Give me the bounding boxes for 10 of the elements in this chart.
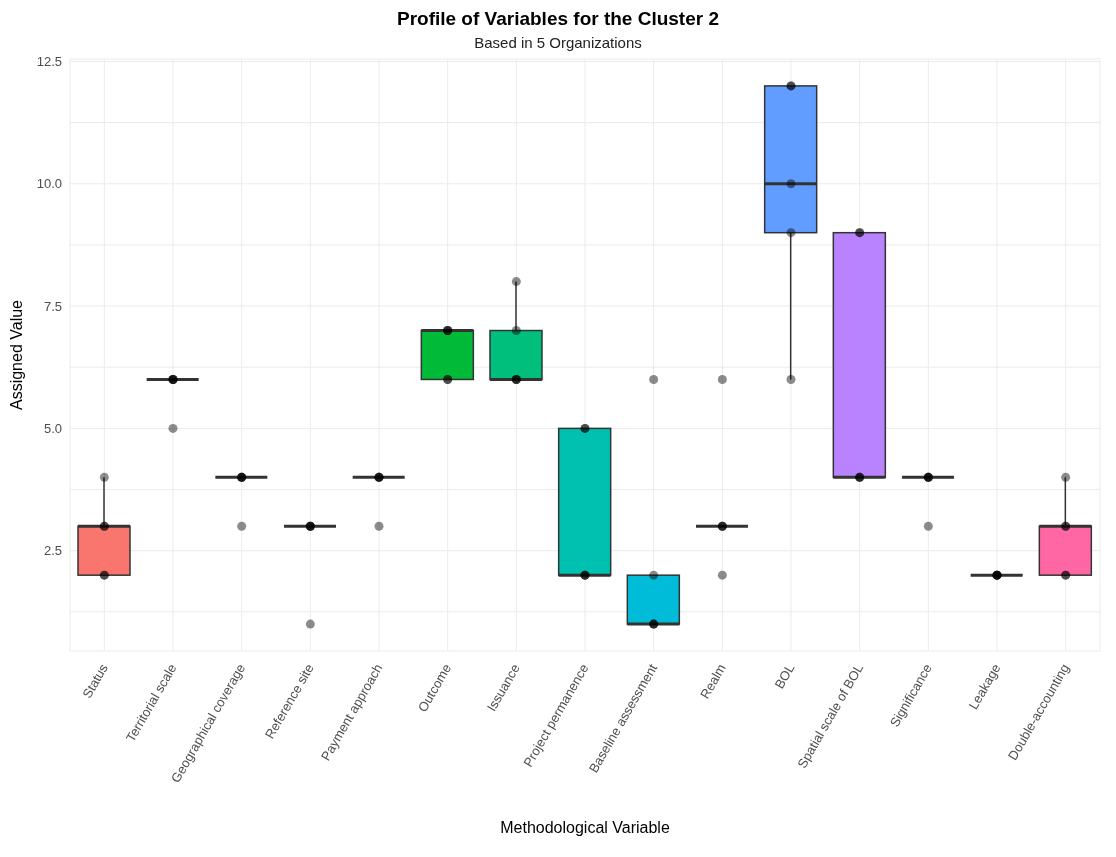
chart-subtitle: Based in 5 Organizations	[473, 34, 643, 51]
y-tick-label: 5.0	[43, 421, 62, 436]
x-tick-label: BOL	[771, 661, 798, 692]
y-tick-label: 2.5	[43, 543, 62, 559]
chart-title: Profile of Variables for the Cluster 2	[395, 8, 720, 30]
y-tick-label: 10.0	[36, 176, 62, 192]
y-tick-label: 12.5	[36, 54, 62, 70]
y-tick-label: 7.5	[43, 298, 62, 314]
x-axis-title: Methodological Variable	[500, 819, 670, 836]
y-axis-title: Assigned Value	[7, 299, 25, 410]
